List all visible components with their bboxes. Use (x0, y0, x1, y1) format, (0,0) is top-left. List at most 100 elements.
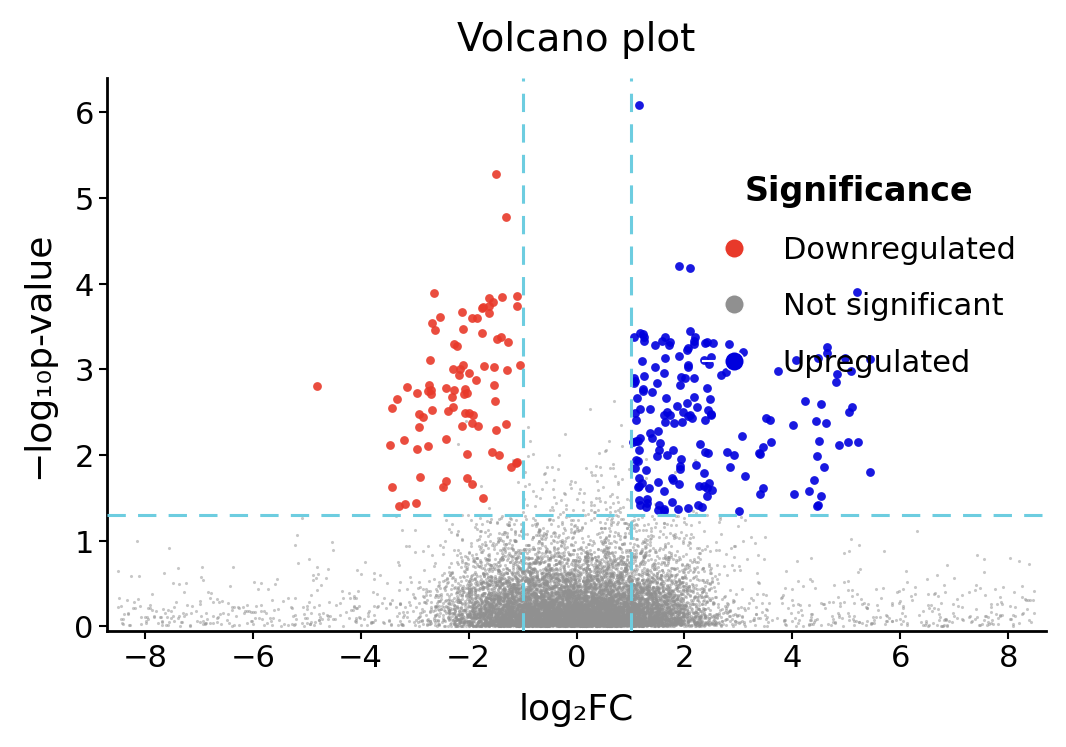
Point (459, 558, 477, 570)
Point (585, 616, 602, 627)
Point (467, 609, 484, 621)
Point (430, 619, 447, 630)
Point (672, 619, 689, 630)
Point (600, 619, 617, 631)
Point (432, 593, 449, 605)
Point (544, 613, 561, 625)
Point (531, 613, 548, 624)
Point (550, 591, 567, 603)
Point (642, 616, 659, 628)
Point (665, 549, 682, 561)
Point (600, 618, 617, 630)
Point (553, 605, 570, 617)
Point (461, 407, 478, 419)
Point (516, 510, 533, 522)
Point (546, 572, 563, 584)
Point (580, 548, 597, 560)
Point (439, 524, 456, 536)
Point (212, 618, 229, 630)
Point (452, 575, 469, 587)
Point (586, 595, 603, 607)
Point (506, 570, 523, 582)
Point (644, 604, 661, 616)
Point (572, 601, 589, 613)
Point (524, 593, 542, 605)
Point (672, 594, 689, 606)
Point (529, 606, 546, 618)
Point (684, 616, 701, 627)
Point (545, 542, 562, 554)
Point (604, 613, 621, 625)
Point (540, 575, 558, 587)
Point (616, 530, 633, 542)
Point (495, 539, 512, 551)
Point (672, 619, 689, 630)
Point (598, 567, 615, 579)
Point (584, 618, 601, 630)
Point (655, 566, 672, 578)
Point (706, 618, 723, 630)
Point (500, 616, 517, 628)
Point (426, 589, 443, 601)
Point (515, 610, 532, 622)
Point (467, 610, 484, 622)
Point (566, 598, 583, 610)
Point (481, 613, 498, 624)
Point (516, 606, 533, 618)
Point (419, 613, 436, 625)
Point (629, 481, 646, 493)
Point (495, 583, 512, 595)
Point (959, 586, 976, 598)
Point (562, 514, 579, 526)
Point (383, 619, 400, 630)
Point (451, 610, 468, 622)
Point (642, 609, 659, 621)
Point (627, 619, 644, 631)
Point (624, 583, 641, 595)
Point (566, 594, 583, 606)
Point (682, 594, 699, 606)
Point (567, 618, 584, 630)
Point (492, 602, 510, 614)
Point (559, 580, 576, 592)
Point (528, 592, 545, 604)
Point (566, 610, 583, 622)
Point (491, 616, 508, 627)
Point (540, 619, 558, 630)
Point (542, 594, 559, 606)
Point (620, 545, 637, 557)
Point (609, 591, 626, 603)
Point (452, 620, 469, 632)
Point (575, 544, 592, 556)
Point (466, 605, 483, 617)
Point (696, 619, 713, 631)
Point (497, 551, 514, 562)
Point (672, 589, 689, 601)
Point (569, 573, 586, 585)
Point (655, 613, 672, 624)
Point (699, 477, 716, 489)
Point (602, 619, 619, 630)
Point (489, 610, 506, 622)
Point (529, 610, 546, 622)
Point (850, 616, 867, 627)
Point (624, 616, 641, 627)
Point (1016, 594, 1033, 606)
Point (624, 620, 641, 632)
Point (461, 619, 478, 631)
Point (503, 580, 520, 592)
Point (554, 527, 571, 539)
Point (653, 617, 671, 629)
Point (593, 610, 610, 622)
Point (597, 615, 614, 627)
Point (636, 595, 653, 607)
Point (490, 613, 507, 625)
Point (624, 603, 641, 615)
Point (492, 620, 510, 632)
Point (624, 620, 641, 632)
Point (511, 592, 528, 604)
Point (604, 607, 621, 619)
Point (585, 612, 602, 624)
Point (592, 605, 609, 617)
Point (640, 569, 657, 581)
